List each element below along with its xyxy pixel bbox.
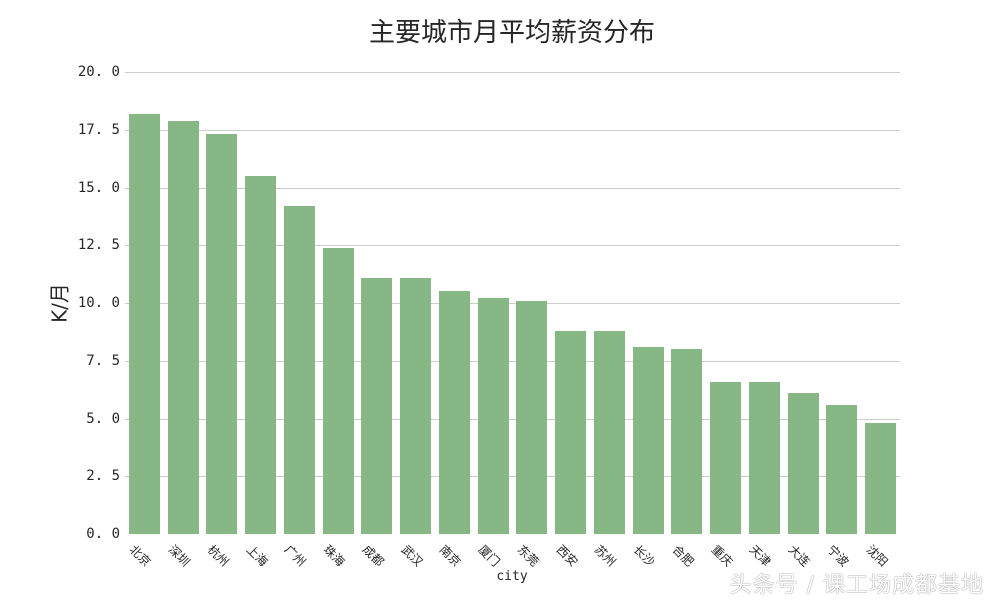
bar-苏州: [593, 330, 625, 534]
bar-珠海: [322, 247, 354, 534]
x-tick-label: 武汉: [398, 542, 426, 570]
bar-重庆: [710, 381, 742, 534]
chart-title: 主要城市月平均薪资分布: [368, 18, 655, 48]
x-tick-label: 珠海: [320, 542, 348, 570]
x-tick-label: 东莞: [514, 542, 542, 570]
x-tick-label: 天津: [747, 542, 774, 570]
watermark: 头条号 / 课工场成都基地: [729, 573, 984, 598]
x-tick-label: 北京: [127, 542, 154, 570]
bar-东莞: [516, 300, 548, 534]
y-tick-label: 17. 5: [77, 121, 120, 138]
bar-杭州: [206, 134, 238, 534]
bar-武汉: [400, 277, 432, 534]
gridline: [125, 303, 900, 304]
x-tick-label: 厦门: [475, 542, 503, 570]
bar-天津: [748, 381, 780, 534]
x-tick-label: 西安: [553, 542, 581, 570]
plot-area: [125, 72, 900, 534]
bar-大连: [787, 393, 819, 534]
bar-宁波: [826, 404, 858, 534]
x-tick-label: 大连: [785, 542, 813, 570]
gridline: [125, 187, 900, 189]
bar-长沙: [632, 346, 664, 534]
bar-南京: [438, 291, 470, 534]
x-tick-label: 成都: [359, 542, 387, 570]
bar-厦门: [477, 298, 509, 534]
x-tick-label: 宁波: [824, 542, 852, 570]
y-tick-label: 15. 0: [77, 179, 120, 196]
y-tick-label: 10. 0: [77, 295, 120, 311]
y-tick-label: 12. 5: [77, 237, 120, 254]
y-tick-label: 0. 0: [86, 526, 120, 542]
x-tick-label: 重庆: [708, 542, 736, 570]
bar-深圳: [167, 120, 199, 534]
x-tick-label: 合肥: [669, 542, 697, 570]
x-tick-label: 上海: [243, 542, 271, 570]
x-tick-label: 深圳: [165, 542, 193, 570]
bar-北京: [128, 113, 160, 534]
gridline: [125, 360, 900, 362]
bar-上海: [245, 175, 277, 534]
x-tick-label: 沈阳: [863, 542, 891, 570]
bar-合肥: [671, 349, 703, 534]
x-tick-label: 长沙: [630, 542, 658, 570]
x-tick-label: 杭州: [204, 542, 232, 570]
gridline: [125, 72, 900, 73]
y-tick-label: 5. 0: [86, 410, 120, 427]
gridline: [125, 476, 900, 478]
gridline: [125, 418, 900, 420]
x-tick-label: 苏州: [592, 542, 619, 570]
y-tick-label: 2. 5: [86, 468, 120, 485]
y-tick-label: 20. 0: [77, 64, 120, 80]
bar-成都: [361, 277, 393, 534]
bar-西安: [555, 330, 587, 534]
x-tick-label: 广州: [282, 542, 309, 570]
y-tick-label: 7. 5: [86, 352, 120, 369]
x-tick-label: 南京: [437, 542, 464, 570]
gridline: [125, 129, 900, 131]
bar-沈阳: [865, 423, 897, 534]
gridline: [125, 245, 900, 247]
x-axis-label: city: [496, 569, 528, 584]
bar-广州: [283, 205, 315, 534]
